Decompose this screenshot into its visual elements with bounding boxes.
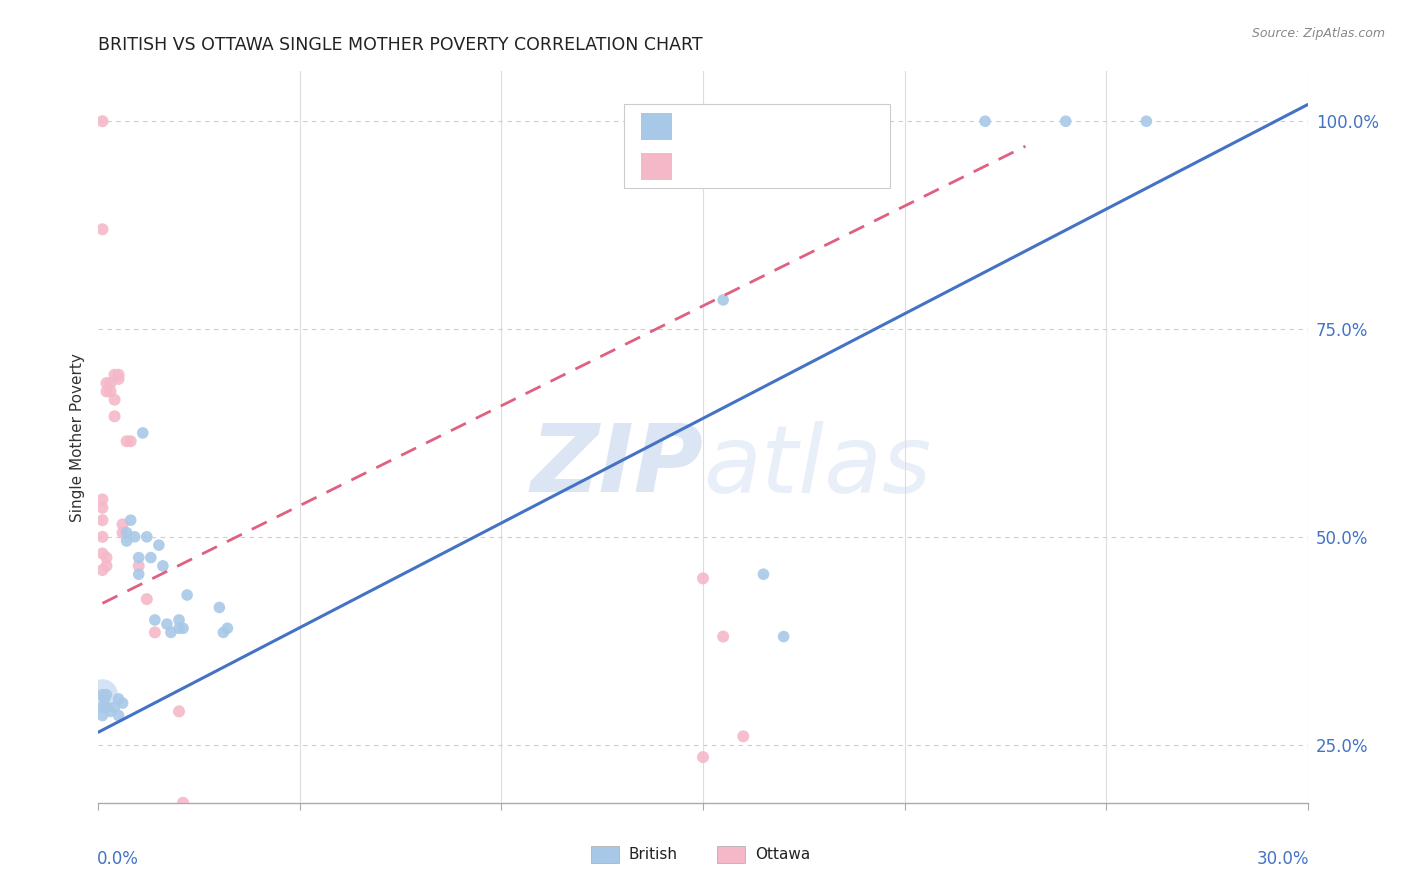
Point xyxy=(96,376,118,390)
Point xyxy=(148,538,170,552)
Point xyxy=(107,692,129,706)
Point xyxy=(96,558,118,573)
Point xyxy=(128,567,150,582)
Point xyxy=(111,696,134,710)
Point xyxy=(103,392,125,407)
Point xyxy=(172,796,194,810)
Point xyxy=(711,630,734,644)
Point xyxy=(91,708,114,723)
Point xyxy=(1135,114,1157,128)
Text: British: British xyxy=(628,847,678,862)
Point xyxy=(172,621,194,635)
Point xyxy=(100,705,122,719)
Point xyxy=(91,688,114,702)
Point xyxy=(111,517,134,532)
Point xyxy=(111,525,134,540)
Point xyxy=(128,558,150,573)
Point xyxy=(1054,114,1077,128)
Point xyxy=(135,530,157,544)
Point xyxy=(103,700,125,714)
Point xyxy=(128,550,150,565)
Point xyxy=(176,813,198,827)
Point xyxy=(91,222,114,236)
Point xyxy=(132,425,155,440)
Point xyxy=(100,376,122,390)
Text: Ottawa: Ottawa xyxy=(755,847,810,862)
Point xyxy=(103,368,125,382)
Text: BRITISH VS OTTAWA SINGLE MOTHER POVERTY CORRELATION CHART: BRITISH VS OTTAWA SINGLE MOTHER POVERTY … xyxy=(98,36,703,54)
Point xyxy=(974,114,997,128)
Point xyxy=(208,600,231,615)
Point xyxy=(120,513,142,527)
Point xyxy=(107,372,129,386)
Point xyxy=(692,571,714,585)
Point xyxy=(107,708,129,723)
Point xyxy=(91,530,114,544)
Point xyxy=(135,592,157,607)
Point xyxy=(212,625,235,640)
Point xyxy=(96,688,118,702)
Point xyxy=(152,558,174,573)
Point xyxy=(167,621,190,635)
Point xyxy=(91,513,114,527)
Text: atlas: atlas xyxy=(703,421,931,512)
Point xyxy=(752,567,775,582)
Point xyxy=(733,729,755,743)
Point xyxy=(692,750,714,764)
Text: 0.0%: 0.0% xyxy=(97,850,139,868)
Point xyxy=(139,550,162,565)
Point xyxy=(167,705,190,719)
Point xyxy=(167,613,190,627)
Point xyxy=(120,434,142,449)
Point xyxy=(96,700,118,714)
Point xyxy=(115,525,138,540)
Point xyxy=(91,500,114,515)
Point xyxy=(160,625,183,640)
Point xyxy=(115,434,138,449)
Point xyxy=(91,700,114,714)
Point xyxy=(93,692,115,706)
Point xyxy=(711,293,734,307)
Point xyxy=(91,114,114,128)
Text: 30.0%: 30.0% xyxy=(1257,850,1309,868)
Point xyxy=(91,492,114,507)
Point xyxy=(91,563,114,577)
Point xyxy=(107,368,129,382)
Point xyxy=(100,384,122,399)
Point xyxy=(772,630,794,644)
Text: R = 0.623   N = 37: R = 0.623 N = 37 xyxy=(683,117,841,136)
Point xyxy=(91,688,114,702)
Point xyxy=(176,588,198,602)
Text: R = 0.422   N = 33: R = 0.422 N = 33 xyxy=(683,158,841,176)
Point xyxy=(91,546,114,560)
Point xyxy=(124,530,146,544)
Text: Source: ZipAtlas.com: Source: ZipAtlas.com xyxy=(1251,27,1385,40)
Point xyxy=(115,533,138,548)
Point xyxy=(143,625,166,640)
Point xyxy=(217,621,239,635)
Point xyxy=(96,550,118,565)
Text: ZIP: ZIP xyxy=(530,420,703,512)
Point xyxy=(96,384,118,399)
Point xyxy=(143,613,166,627)
Y-axis label: Single Mother Poverty: Single Mother Poverty xyxy=(69,352,84,522)
Point xyxy=(103,409,125,424)
Point xyxy=(156,617,179,632)
